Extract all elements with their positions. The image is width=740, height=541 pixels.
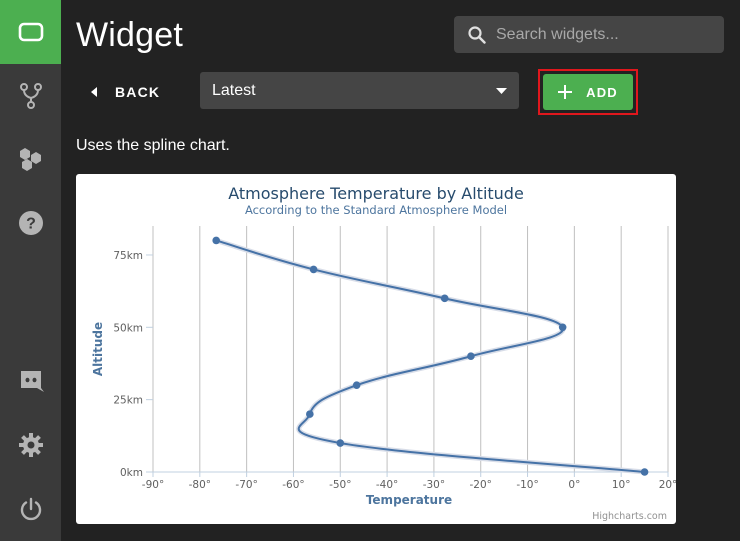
search-icon xyxy=(468,25,486,44)
back-button[interactable]: BACK xyxy=(91,78,160,106)
nav-settings[interactable] xyxy=(0,413,61,477)
x-tick-label: -30° xyxy=(423,479,445,491)
caret-left-icon xyxy=(91,87,97,97)
search-input[interactable] xyxy=(496,25,706,44)
chart-title: Atmosphere Temperature by Altitude xyxy=(228,184,524,203)
data-point[interactable] xyxy=(640,468,649,476)
y-tick-label: 25km xyxy=(113,395,143,407)
series-group xyxy=(212,236,649,476)
series-shadow xyxy=(215,238,645,475)
data-point[interactable] xyxy=(306,410,314,418)
hexagons-icon xyxy=(19,148,41,171)
x-tick-label: 20° xyxy=(659,479,676,491)
widget-description: Uses the spline chart. xyxy=(76,137,230,154)
version-select-value: Latest xyxy=(212,81,256,99)
y-tick-label: 0km xyxy=(120,467,143,479)
y-axis: 0km 25km 50km 75km xyxy=(113,250,153,479)
series-line xyxy=(215,239,645,473)
chart-card: Atmosphere Temperature by Altitude Accor… xyxy=(76,174,676,524)
data-point[interactable] xyxy=(336,439,345,447)
x-tick-label: -40° xyxy=(376,479,398,491)
x-axis: -90° -80° -70° -60° -50° -40° -30° -20° -10° 0° 10… xyxy=(142,471,676,491)
add-button[interactable]: ADD xyxy=(543,74,633,110)
chart-credits[interactable]: Highcharts.com xyxy=(592,511,667,522)
x-tick-label: -60° xyxy=(282,479,304,491)
data-point[interactable] xyxy=(467,352,475,361)
add-button-highlight xyxy=(538,69,638,115)
svg-text:?: ? xyxy=(26,216,36,233)
back-label: BACK xyxy=(115,84,161,100)
x-tick-label: -80° xyxy=(189,479,211,491)
chart-subtitle: According to the Standard Atmosphere Mod… xyxy=(245,203,507,217)
fork-icon xyxy=(19,83,42,109)
nav-fork[interactable] xyxy=(0,64,61,128)
page-title: Widget xyxy=(76,16,184,54)
data-point[interactable] xyxy=(558,323,567,332)
plus-icon xyxy=(558,85,573,99)
data-point[interactable] xyxy=(309,265,318,274)
nav-power[interactable] xyxy=(0,477,61,541)
main-content: Widget BACK Latest ADD Uses the spline c… xyxy=(61,0,740,541)
x-tick-label: -70° xyxy=(235,479,257,491)
discord-icon xyxy=(20,371,44,392)
y-tick-label: 75km xyxy=(113,250,143,262)
data-point[interactable] xyxy=(212,236,221,245)
x-tick-label: -20° xyxy=(470,479,492,491)
nav-widget[interactable] xyxy=(0,0,61,64)
chevron-down-icon xyxy=(496,87,507,94)
spline-chart: Atmosphere Temperature by Altitude Accor… xyxy=(91,184,676,522)
help-icon: ? xyxy=(18,211,43,235)
x-tick-label: -10° xyxy=(516,479,538,491)
nav-help[interactable]: ? xyxy=(0,191,61,255)
chart-grid xyxy=(152,226,669,472)
add-label: ADD xyxy=(586,84,618,100)
x-tick-label: -90° xyxy=(142,479,164,491)
x-tick-label: 0° xyxy=(568,479,580,491)
x-tick-label: 10° xyxy=(612,479,631,491)
x-axis-title: Temperature xyxy=(366,493,452,507)
nav-discord[interactable] xyxy=(0,349,61,413)
data-point[interactable] xyxy=(440,294,449,303)
search-box[interactable] xyxy=(454,16,724,53)
data-point[interactable] xyxy=(352,381,361,389)
sidebar: ? xyxy=(0,0,61,541)
version-select[interactable]: Latest xyxy=(200,72,519,109)
gear-icon xyxy=(18,433,43,457)
x-tick-label: -50° xyxy=(329,479,351,491)
power-icon xyxy=(20,497,41,521)
widget-icon xyxy=(18,22,43,42)
y-axis-title: Altitude xyxy=(91,322,105,376)
nav-hexagons[interactable] xyxy=(0,127,61,191)
y-tick-label: 50km xyxy=(113,322,143,334)
